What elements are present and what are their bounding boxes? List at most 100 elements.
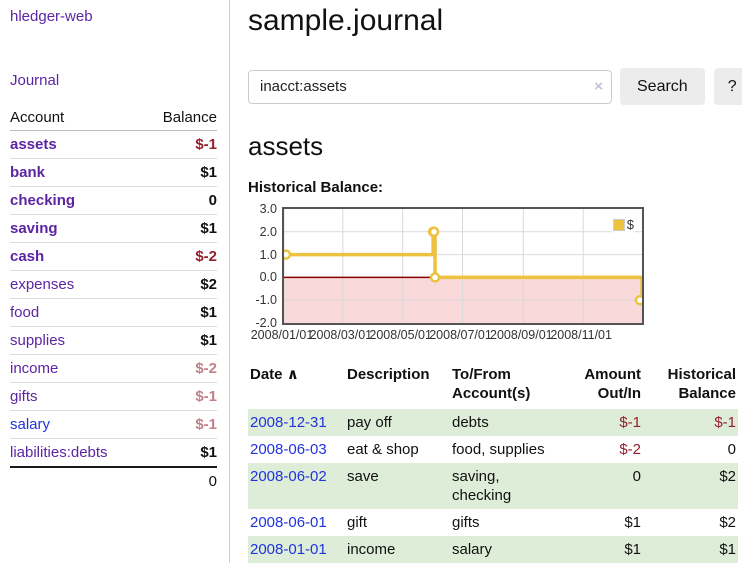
accounts-header-balance: Balance: [143, 106, 217, 131]
account-row-gifts: gifts $-1: [10, 382, 217, 411]
transaction-amount: $1: [578, 536, 643, 563]
register-header-balance: Historical Balance: [667, 366, 736, 402]
y-tick-label: -1.0: [255, 293, 277, 308]
account-link-income[interactable]: income: [10, 360, 59, 377]
account-row-supplies: supplies $1: [10, 326, 217, 355]
legend-label: $: [626, 217, 634, 232]
transaction-accounts: food, supplies: [452, 441, 545, 458]
account-row-liabilities-debts: liabilities:debts $1: [10, 438, 217, 468]
x-tick-label: 2008/07/01: [429, 328, 492, 342]
search-button[interactable]: Search: [620, 68, 705, 105]
account-row-food: food $1: [10, 298, 217, 327]
account-link-assets[interactable]: assets: [10, 136, 57, 153]
brand-link[interactable]: hledger-web: [10, 8, 93, 25]
register-header-date[interactable]: Date ∧: [250, 366, 299, 383]
account-balance: 0: [143, 186, 217, 215]
account-link-saving[interactable]: saving: [10, 220, 58, 237]
transaction-date-link[interactable]: 2008-12-31: [250, 414, 327, 431]
transaction-balance: $1: [643, 536, 738, 563]
account-row-salary: salary $-1: [10, 410, 217, 439]
account-balance: $2: [143, 270, 217, 299]
sidebar: hledger-web Journal Account Balance asse…: [0, 0, 230, 563]
account-link-gifts[interactable]: gifts: [10, 388, 38, 405]
register-header-description: Description: [347, 366, 430, 383]
register-header-row: Date ∧ Description To/From Account(s) Am…: [248, 363, 738, 409]
transaction-description: income: [345, 536, 450, 563]
x-tick-label: 2008/03/01: [309, 328, 373, 342]
transaction-date-link[interactable]: 2008-01-01: [250, 541, 327, 558]
transaction-balance: $-1: [643, 409, 738, 436]
account-row-bank: bank $1: [10, 158, 217, 187]
account-balance: $-1: [143, 382, 217, 411]
account-link-expenses[interactable]: expenses: [10, 276, 75, 293]
accounts-header-account: Account: [10, 106, 144, 131]
register-header-amount: Amount Out/In: [584, 366, 641, 402]
account-balance: $1: [143, 438, 217, 468]
account-link-bank[interactable]: bank: [10, 164, 46, 181]
help-button[interactable]: ?: [713, 68, 742, 105]
clear-search-icon[interactable]: ×: [594, 77, 603, 95]
transaction-amount: $-2: [619, 441, 641, 458]
account-row-cash: cash $-2: [10, 242, 217, 271]
transaction-balance: $2: [719, 514, 736, 531]
transaction-balance: 0: [727, 441, 736, 458]
x-tick-label: 2008/11/01: [550, 328, 612, 342]
search-input[interactable]: [248, 69, 612, 104]
accounts-total-row: 0: [10, 466, 217, 495]
account-balance: $1: [143, 326, 217, 355]
register-row: 2008-01-01 income salary $1 $1: [248, 536, 738, 563]
account-link-food[interactable]: food: [10, 304, 40, 321]
accounts-table: Account Balance assets $-1 bank $1 check…: [10, 106, 217, 495]
register-row: 2008-06-02 save saving, checking 0 $2: [248, 463, 738, 509]
sort-caret-icon: ∧: [286, 366, 299, 383]
chart-plot-area: $: [282, 207, 644, 325]
account-row-assets: assets $-1: [10, 130, 217, 159]
y-tick-label: 3.0: [259, 202, 277, 216]
transaction-accounts: debts: [450, 409, 578, 436]
search-form: × Search ?: [248, 68, 742, 105]
register-row: 2008-06-01 gift gifts $1 $2: [248, 509, 738, 536]
account-link-liabilities-debts[interactable]: liabilities:debts: [10, 444, 108, 461]
y-tick-label: 0.0: [259, 270, 277, 285]
account-balance: $-1: [143, 130, 217, 159]
account-balance: $-1: [143, 410, 217, 439]
account-balance: $1: [143, 158, 217, 187]
account-balance: $1: [143, 298, 217, 327]
register-row: 2008-12-31 pay off debts $-1 $-1: [248, 409, 738, 436]
transaction-accounts: salary: [450, 536, 578, 563]
account-link-checking[interactable]: checking: [10, 192, 76, 209]
transaction-date-link[interactable]: 2008-06-02: [250, 468, 327, 485]
transaction-date-link[interactable]: 2008-06-03: [250, 441, 327, 458]
account-balance: $-2: [143, 354, 217, 383]
chart-title: Historical Balance:: [248, 179, 384, 196]
sidebar-item-journal[interactable]: Journal: [10, 72, 60, 89]
account-balance: $-2: [143, 242, 217, 271]
account-link-salary[interactable]: salary: [10, 416, 51, 433]
transaction-balance: $2: [643, 463, 738, 509]
chart-canvas: [284, 209, 642, 323]
legend-swatch-icon: [612, 218, 625, 231]
transaction-amount: 0: [578, 463, 643, 509]
y-tick-label: 1.0: [259, 247, 277, 262]
transaction-description: pay off: [345, 409, 450, 436]
transaction-accounts: saving, checking: [450, 463, 578, 509]
account-heading: assets: [248, 131, 324, 161]
main-content: sample.journal × Search ? assets Histori…: [230, 0, 742, 563]
register-row: 2008-06-03 eat & shop food, supplies $-2…: [248, 436, 738, 463]
transaction-description: eat & shop: [347, 441, 419, 458]
account-row-income: income $-2: [10, 354, 217, 383]
account-link-supplies[interactable]: supplies: [10, 332, 66, 349]
page-title: sample.journal: [248, 4, 444, 37]
x-tick-label: 2008/05/01: [369, 328, 432, 342]
y-tick-label: 2.0: [259, 224, 277, 239]
account-row-checking: checking 0: [10, 186, 217, 215]
y-tick-label: -2.0: [255, 316, 277, 330]
account-row-expenses: expenses $2: [10, 270, 217, 299]
transaction-amount: $-1: [578, 409, 643, 436]
account-link-cash[interactable]: cash: [10, 248, 45, 265]
transaction-date-link[interactable]: 2008-06-01: [250, 514, 327, 531]
historical-balance-chart: 3.0 2.0 1.0 0.0 -1.0 -2.0 $ 2008/01/01 2008/03…: [248, 202, 734, 342]
accounts-total: 0: [143, 466, 217, 495]
transaction-description: gift: [347, 514, 368, 531]
transaction-amount: $1: [624, 514, 641, 531]
